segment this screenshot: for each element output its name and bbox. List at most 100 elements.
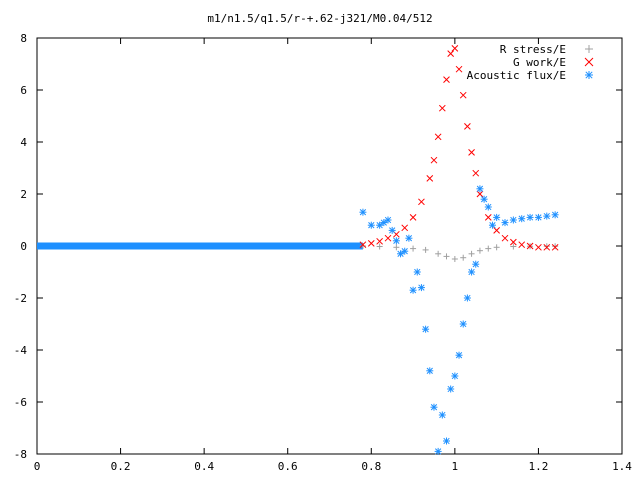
series-2-point [463,294,471,302]
series-0-point [510,243,517,250]
series-0-point [443,253,450,260]
series-2-point [509,216,517,224]
series-2-point [488,221,496,229]
legend-marker-1 [584,57,594,67]
series-0-point [485,245,492,252]
y-tick-label: 6 [20,84,27,97]
series-2-point [359,208,367,216]
series-2-point [417,284,425,292]
series-1-point [434,133,442,141]
series-0-point [460,254,467,261]
x-tick-label: 0.2 [111,460,131,473]
x-tick-label: 1.4 [612,460,632,473]
series-1-point [359,241,367,249]
series-0-point [376,243,383,250]
series-1-point [443,76,450,83]
y-tick-label: -4 [14,344,28,357]
series-2-point [413,268,421,276]
series-2-point [443,437,450,445]
series-2-point [380,219,388,227]
series-1-point [455,65,463,73]
series-1-point [447,50,455,57]
series-1-point [409,214,417,221]
y-tick-label: -8 [14,448,27,461]
series-0-point [493,244,500,251]
series-2-point [422,325,430,333]
x-tick-label: 1.2 [528,460,548,473]
series-1-point [501,234,509,242]
series-2-point [484,203,492,211]
series-1-point [526,242,534,250]
series-2-point [472,260,480,268]
y-tick-label: 8 [20,32,27,45]
series-1-point [510,238,517,246]
series-1-point [438,104,446,112]
series-2-point [434,447,442,455]
y-ticks-group: -8 -6 -4 -2 0 2 4 6 8 [14,32,622,461]
series-2-point [397,250,405,258]
series-2-point [405,234,413,242]
series-2-point [376,221,384,229]
x-ticks-group: 0 0.2 0.4 0.6 0.8 1 1.2 1.4 [34,38,632,473]
series-1-point [476,190,484,198]
series-1-point [464,123,471,130]
series-0-point [422,246,429,253]
series-1-point [384,234,392,242]
x-tick-label: 1 [452,460,459,473]
legend-marker-0 [585,45,593,53]
series-1-point [418,198,425,206]
series-1-point [472,169,480,177]
series-0-point [410,245,417,252]
series-2-point [455,351,463,359]
series-1-point [430,156,438,164]
series-2-point [367,221,375,229]
series-2-point [476,185,484,193]
series-2-point [388,226,396,234]
series-0-point [543,243,550,250]
series-0-point [451,256,458,262]
series-0-point [468,250,475,257]
series-1-point [484,214,492,221]
series-1-point [551,243,559,251]
legend-label-acoustic-flux: Acoustic flux/E [467,69,566,82]
series-0-point [393,244,400,251]
series-2-point [468,268,476,276]
series-2-point [543,212,551,220]
series-1-point [493,227,500,234]
series-2-point [409,286,417,294]
series-2-point [480,195,488,203]
series-2-point [451,372,459,380]
series-1-point [367,240,375,247]
series-1-point [468,149,475,156]
legend: R stress/E G work/E Acoustic flux/E [467,43,594,82]
x-tick-label: 0 [34,460,41,473]
y-tick-label: 4 [20,136,27,149]
series-2-point [493,213,501,221]
y-tick-label: -6 [14,396,27,409]
series-2-point [459,320,467,328]
series-2-point [392,237,400,245]
series-2-point [501,219,509,227]
series-1-point [451,45,459,52]
y-tick-label: 0 [20,240,27,253]
legend-label-r-stress: R stress/E [500,43,566,56]
series-2-point [526,213,534,221]
x-tick-label: 0.6 [278,460,298,473]
series-2-point [534,213,542,221]
series-2-point [447,385,455,393]
legend-marker-2 [585,71,593,79]
series-2-point [438,411,446,419]
series-2-point [551,211,559,219]
series-0-point [552,243,559,250]
series-1-point [459,91,467,99]
series-1-point [535,243,542,251]
series-1-point [426,175,434,182]
plot-series-group [37,45,559,455]
y-tick-label: 2 [20,188,27,201]
x-tick-label: 0.8 [361,460,381,473]
series-1-point [518,241,526,249]
y-tick-label: -2 [14,292,27,305]
series-0-point [435,250,442,257]
